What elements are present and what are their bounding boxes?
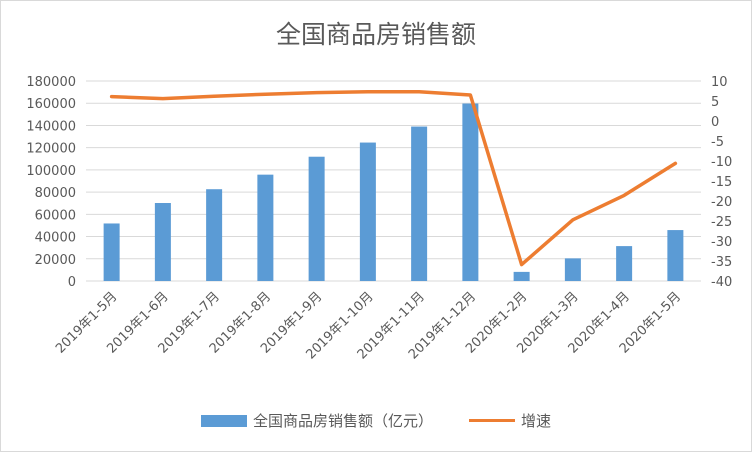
y-left-tick-label: 0 xyxy=(68,275,76,290)
bar xyxy=(257,174,274,281)
y-left-tick-label: 160000 xyxy=(26,97,76,112)
legend-swatch-bar xyxy=(200,414,247,427)
legend-label-growth: 增速 xyxy=(521,412,552,430)
legend: 全国商品房销售额（亿元） 增速 xyxy=(1,410,751,431)
y-right-tick-label: -40 xyxy=(711,275,732,290)
y-right-tick-label: 5 xyxy=(711,95,719,110)
bar-series xyxy=(103,103,684,282)
y-left-tick-label: 120000 xyxy=(26,142,76,157)
right-axis-ticks: -40 -35 -30 -25 -20 -15 -10 -5 0 5 10 xyxy=(711,75,732,290)
y-left-tick-label: 60000 xyxy=(35,208,76,223)
legend-label-sales: 全国商品房销售额（亿元） xyxy=(252,412,433,430)
y-left-tick-label: 140000 xyxy=(26,119,76,134)
gridlines xyxy=(86,80,701,282)
bar xyxy=(564,258,581,281)
y-right-tick-label: -20 xyxy=(711,195,732,210)
bar xyxy=(359,142,376,281)
legend-item-growth: 增速 xyxy=(469,410,551,431)
y-right-tick-label: -10 xyxy=(711,155,732,170)
line-series xyxy=(109,90,678,267)
legend-item-sales: 全国商品房销售额（亿元） xyxy=(200,410,433,431)
bar xyxy=(667,230,684,281)
y-left-tick-label: 20000 xyxy=(35,253,76,268)
y-left-tick-label: 40000 xyxy=(35,231,76,246)
bar xyxy=(411,126,428,281)
bar xyxy=(308,156,325,281)
bar xyxy=(154,203,171,281)
y-right-tick-label: -30 xyxy=(711,235,732,250)
y-right-tick-label: 0 xyxy=(711,115,719,130)
y-right-tick-label: -25 xyxy=(711,215,732,230)
bar xyxy=(103,223,120,281)
bar xyxy=(616,246,633,281)
y-right-tick-label: -15 xyxy=(711,175,732,190)
y-left-tick-label: 100000 xyxy=(26,164,76,179)
x-axis-ticks: 2019年1-5月2019年1-6月2019年1-7月2019年1-8月2019… xyxy=(53,289,684,362)
bar xyxy=(462,103,479,282)
y-left-tick-label: 180000 xyxy=(26,75,76,90)
bar xyxy=(513,271,530,281)
y-right-tick-label: -35 xyxy=(711,255,732,270)
y-left-tick-label: 80000 xyxy=(35,186,76,201)
y-right-tick-label: -5 xyxy=(711,135,724,150)
bar xyxy=(206,189,223,281)
y-right-tick-label: 10 xyxy=(711,75,728,90)
left-axis-ticks: 0 20000 40000 60000 80000 100000 120000 140000 1… xyxy=(26,75,76,290)
legend-swatch-line xyxy=(469,419,515,422)
growth-line xyxy=(109,90,678,267)
chart-title: 全国商品房销售额 xyxy=(275,20,476,49)
